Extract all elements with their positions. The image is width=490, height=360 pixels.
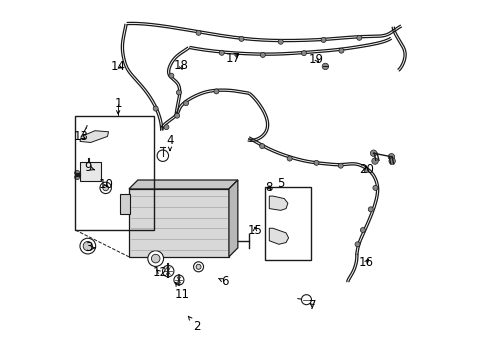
- Text: 3: 3: [85, 241, 95, 255]
- Text: 11: 11: [175, 283, 190, 301]
- Text: 13: 13: [74, 130, 89, 143]
- Bar: [75, 116, 154, 230]
- Circle shape: [301, 295, 312, 305]
- Text: 4: 4: [166, 134, 174, 150]
- Circle shape: [220, 50, 224, 55]
- Text: 12: 12: [152, 266, 168, 279]
- Circle shape: [153, 106, 158, 111]
- Circle shape: [338, 163, 343, 168]
- Circle shape: [301, 51, 306, 56]
- Circle shape: [151, 254, 160, 263]
- Circle shape: [176, 90, 181, 95]
- Circle shape: [169, 73, 174, 78]
- Circle shape: [368, 207, 373, 212]
- Circle shape: [339, 48, 344, 53]
- Circle shape: [370, 150, 377, 157]
- Circle shape: [100, 182, 111, 194]
- Circle shape: [278, 39, 283, 44]
- Circle shape: [74, 175, 79, 180]
- Circle shape: [322, 63, 329, 69]
- Circle shape: [184, 101, 189, 106]
- Polygon shape: [229, 180, 238, 257]
- Circle shape: [314, 160, 319, 165]
- Circle shape: [373, 185, 378, 190]
- Circle shape: [74, 170, 79, 175]
- Circle shape: [164, 125, 169, 130]
- Bar: [265, 187, 311, 260]
- Circle shape: [389, 158, 395, 164]
- Text: 9: 9: [84, 161, 95, 174]
- Text: 7: 7: [309, 299, 317, 312]
- Text: 20: 20: [359, 163, 374, 176]
- Text: 2: 2: [188, 316, 200, 333]
- Circle shape: [260, 144, 265, 149]
- Circle shape: [321, 37, 326, 42]
- Bar: [80, 162, 101, 181]
- Polygon shape: [270, 196, 288, 210]
- Bar: [129, 189, 229, 257]
- Polygon shape: [129, 180, 238, 189]
- Circle shape: [103, 185, 109, 191]
- Text: 18: 18: [173, 59, 188, 72]
- Text: 10: 10: [98, 178, 113, 191]
- Text: 16: 16: [359, 256, 374, 269]
- Circle shape: [360, 228, 366, 233]
- Text: 14: 14: [111, 60, 126, 73]
- Circle shape: [214, 89, 219, 94]
- Circle shape: [174, 113, 180, 118]
- Circle shape: [357, 35, 362, 40]
- Text: 8: 8: [265, 181, 272, 194]
- Circle shape: [80, 238, 96, 254]
- Text: 15: 15: [247, 224, 263, 237]
- Polygon shape: [80, 131, 109, 143]
- Circle shape: [174, 275, 184, 285]
- Circle shape: [372, 158, 378, 164]
- Circle shape: [287, 156, 292, 161]
- Text: 17: 17: [226, 52, 241, 65]
- Circle shape: [239, 36, 244, 41]
- Circle shape: [355, 242, 360, 247]
- Circle shape: [196, 30, 201, 35]
- Circle shape: [364, 167, 369, 172]
- Polygon shape: [270, 228, 289, 244]
- Text: 5: 5: [277, 177, 284, 190]
- Text: 1: 1: [115, 97, 122, 114]
- Circle shape: [83, 242, 93, 251]
- Circle shape: [157, 150, 169, 161]
- Text: 19: 19: [309, 53, 324, 66]
- Bar: [120, 194, 130, 214]
- Circle shape: [148, 251, 164, 266]
- Circle shape: [196, 264, 201, 269]
- Circle shape: [163, 265, 174, 277]
- Circle shape: [388, 154, 394, 160]
- Circle shape: [194, 262, 203, 272]
- Circle shape: [260, 53, 266, 58]
- Text: 6: 6: [219, 275, 229, 288]
